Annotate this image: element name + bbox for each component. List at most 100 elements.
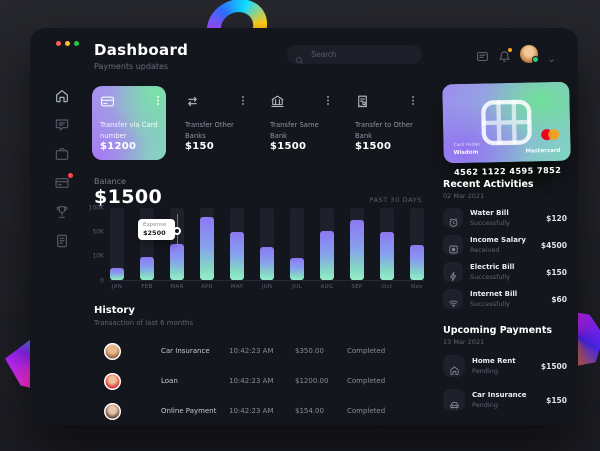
transaction-status: Completed [347,347,386,355]
bar-fill [320,231,334,280]
transaction-amount: $1200.00 [295,377,329,385]
bell-icon[interactable] [498,47,512,62]
close-window-button[interactable] [56,41,61,46]
bar-fill [140,256,154,280]
axis-month-label: MAR [170,284,184,290]
credit-card: 4562 1122 4595 7852 Card Holder Wisdom M… [442,81,571,177]
transaction-status: Completed [347,407,386,415]
card-icon [54,175,70,191]
y-axis-tick: 100K [88,204,104,212]
bar-column-AUG[interactable]: AUG [320,208,334,290]
search-icon [295,50,304,64]
transfer-card-bank[interactable]: Transfer Same Bank $1500 [262,86,336,160]
card-holder-label: Card Holder [453,142,481,149]
bar-column-JUN[interactable]: JUN [260,208,274,290]
search-bar[interactable] [287,45,422,64]
tooltip-value: $2500 [143,229,166,237]
minimize-window-button[interactable] [65,41,70,46]
upcoming-payments-title: Upcoming Payments [443,325,553,336]
sidebar-item-chat[interactable] [54,117,70,133]
creditcard-icon [100,94,115,109]
table-row[interactable]: Car Insurance 10:42:23 AM $350.00 Comple… [94,336,424,366]
bar-column-Oct[interactable]: Oct [380,208,394,290]
transfer-card-arrows[interactable]: Transfer Other Banks $150 [177,86,251,160]
sidebar-item-file[interactable] [54,233,70,249]
upcoming-payments-list: Home Rent Pending $1500 Car Insurance Pe… [443,355,567,411]
balance-label: Balance [94,177,126,186]
activity-amount: $120 [546,213,567,223]
bar-fill [380,232,394,280]
transfer-card-label: Transfer via Card number [100,121,158,140]
list-item-home[interactable]: Home Rent Pending $1500 [443,355,567,377]
bar-fill [200,216,214,280]
transaction-name: Online Payment [161,407,217,415]
sidebar-item-card[interactable] [54,173,73,191]
bar-column-JUL[interactable]: JUL [290,208,304,290]
card-menu-icon[interactable] [327,96,329,98]
chart-plot-area: JAN FEB MAR APR MAY JUN JUL AUG SEP Oct Nov Expens… [110,208,424,290]
sidebar-item-briefcase[interactable] [54,146,70,162]
activity-name: Internet Bill [470,290,518,298]
page-subtitle: Payments updates [94,62,169,71]
file-icon [54,233,70,249]
list-item-clock[interactable]: Water Bill Successfully $120 [443,208,567,228]
bar-fill [170,244,184,280]
activity-name: Electric Bill [470,263,515,271]
recent-activities-list: Water Bill Successfully $120 Income Sala… [443,208,567,309]
card-menu-icon[interactable] [242,96,244,98]
history-section: History Transaction of last 6 months Car… [94,305,424,426]
search-input[interactable] [309,49,414,60]
transfer-card-label: Transfer to Other Bank [355,121,413,140]
inbox-icon[interactable] [476,48,489,61]
transaction-name: Car Insurance [161,347,210,355]
list-item-zap[interactable]: Electric Bill Successfully $150 [443,262,567,282]
bar-fill [230,232,244,280]
upcoming-payments-date: 13 Mar 2021 [443,338,485,346]
bar-column-MAR[interactable]: MAR [170,208,184,290]
axis-month-label: FEB [141,284,153,290]
transfer-card-amount: $1500 [270,141,307,152]
chevron-down-icon[interactable] [547,50,556,62]
activity-amount: $60 [551,294,567,304]
sidebar-item-trophy[interactable] [54,204,70,220]
bar-fill [350,219,364,280]
bar-column-APR[interactable]: APR [200,208,214,290]
home-icon [449,361,460,375]
list-item-wallet[interactable]: Income Salary Received $4500 [443,235,567,255]
bar-column-Nov[interactable]: Nov [410,208,424,290]
table-row[interactable]: Loan 10:42:23 AM $1200.00 Completed [94,366,424,396]
bank-icon [270,94,285,109]
table-row[interactable]: Online Payment 10:42:23 AM $154.00 Compl… [94,396,424,426]
transfer-card-creditcard[interactable]: Transfer via Card number $1200 [92,86,166,160]
activity-status: Received [470,246,500,254]
recent-activities-date: 02 Mar 2021 [443,192,485,200]
sidebar-item-home[interactable] [54,88,70,104]
card-menu-icon[interactable] [412,96,414,98]
transaction-time: 10:42:23 AM [229,347,274,355]
user-avatar[interactable] [520,45,539,63]
axis-month-label: APR [201,284,213,290]
card-menu-icon[interactable] [157,96,159,98]
bar-column-JAN[interactable]: JAN [110,208,124,290]
transaction-amount: $350.00 [295,347,324,355]
receipt-icon [355,94,370,109]
clock-icon [448,213,459,227]
bar-column-MAY[interactable]: MAY [230,208,244,290]
transaction-name: Loan [161,377,178,385]
maximize-window-button[interactable] [74,41,79,46]
transfer-card-receipt[interactable]: Transfer to Other Bank $1500 [347,86,421,160]
home-icon [54,88,70,104]
balance-value: $1500 [94,186,163,208]
window-controls[interactable] [56,41,79,46]
axis-month-label: AUG [320,284,334,290]
list-item-wifi[interactable]: Internet Bill Successfully $60 [443,289,567,309]
app-window: Dashboard Payments updates Transfer via … [30,28,578,425]
list-item-car[interactable]: Car Insurance Pending $150 [443,389,567,411]
tooltip-marker-icon [173,227,181,235]
page-title: Dashboard [94,41,189,59]
bar-chart: JAN FEB MAR APR MAY JUN JUL AUG SEP Oct Nov [110,208,424,290]
y-axis-tick: 50K [92,228,104,236]
transfer-cards-row: Transfer via Card number $1200 Transfer … [92,86,421,160]
avatar [104,342,121,360]
bar-column-SEP[interactable]: SEP [350,208,364,290]
